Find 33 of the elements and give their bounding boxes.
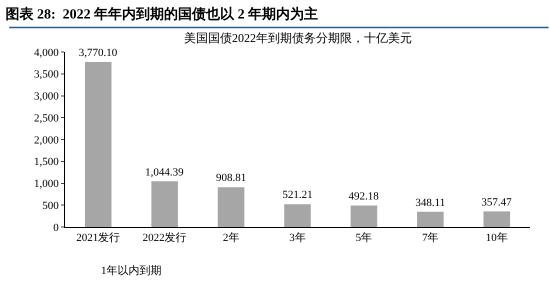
data-label: 521.21 (282, 189, 313, 202)
y-tick-label: 3,000 (34, 90, 60, 103)
y-tick-label: 500 (42, 200, 60, 212)
chart-subtitle: 美国国债2022年到期债务分期限，十亿美元 (184, 31, 412, 45)
chart-title: 图表 28: 2022 年年内到期的国债也以 2 年期内为主 (6, 5, 318, 22)
y-tick-label: 2,500 (34, 112, 60, 124)
bar (350, 205, 378, 227)
y-tick-label: 0 (53, 222, 60, 234)
x-tick-label: 2021发行 (76, 232, 120, 244)
data-label: 3,770.10 (78, 47, 118, 60)
bar (417, 212, 444, 227)
x-tick-label: 10年 (486, 232, 508, 244)
x-tick-label: 2022发行 (142, 232, 187, 244)
bar (151, 181, 178, 227)
y-tick-label: 3,500 (34, 68, 60, 81)
x-tick-label: 7年 (422, 232, 439, 244)
data-label: 348.11 (415, 196, 446, 209)
y-tick-label: 2,000 (34, 134, 60, 146)
bar (284, 204, 311, 227)
bar (84, 62, 112, 227)
x-tick-label: 5年 (356, 232, 372, 244)
bar (218, 187, 244, 227)
x-tick-label: 2年 (222, 232, 240, 244)
bar (484, 211, 510, 227)
data-label: 908.81 (216, 172, 246, 184)
y-tick-label: 1,500 (34, 156, 60, 168)
text: 1年以内到期 (101, 264, 162, 277)
data-label: 357.47 (481, 196, 512, 208)
data-label: 1,044.39 (145, 166, 184, 178)
data-label: 492.18 (348, 190, 380, 202)
y-tick-label: 4,000 (34, 46, 60, 59)
x-tick-label: 3年 (289, 232, 306, 244)
y-tick-label: 1,000 (34, 178, 60, 190)
